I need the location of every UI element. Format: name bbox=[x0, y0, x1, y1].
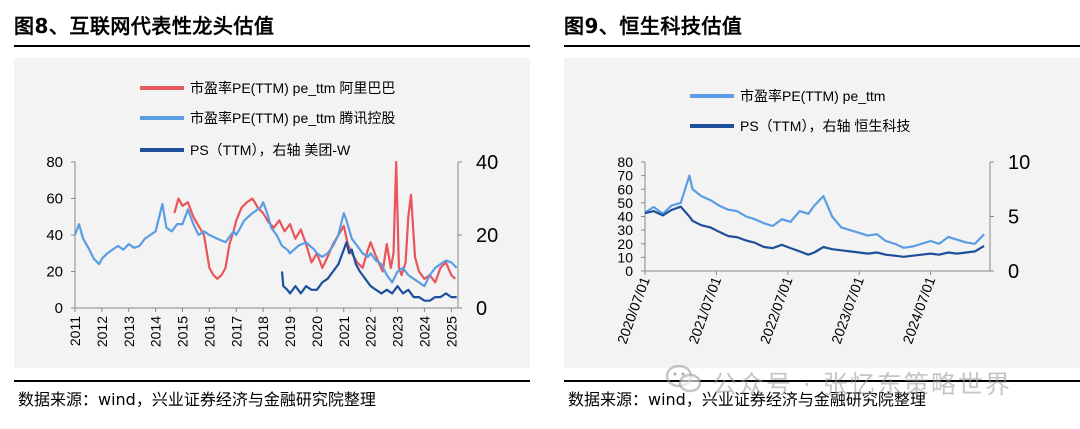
y-left-tick-label: 50 bbox=[617, 195, 633, 211]
y-left-tick-label: 20 bbox=[617, 236, 633, 252]
figure-9-source: 数据来源：wind，兴业证券经济与金融研究院整理 bbox=[568, 390, 926, 409]
x-tick-label: 2024 bbox=[416, 316, 432, 347]
figure-8-title: 图8、互联网代表性龙头估值 bbox=[14, 14, 275, 38]
legend-label: 市盈率PE(TTM) pe_ttm bbox=[740, 88, 885, 104]
x-tick-label: 2019 bbox=[282, 316, 298, 347]
source-rule bbox=[564, 380, 1080, 382]
wechat-icon bbox=[666, 365, 702, 393]
y-left-tick-label: 30 bbox=[617, 222, 633, 238]
source-rule bbox=[14, 380, 530, 382]
legend-label: 市盈率PE(TTM) pe_ttm 腾讯控股 bbox=[190, 110, 395, 126]
x-tick-label: 2011 bbox=[67, 316, 83, 346]
y-right-tick-label: 10 bbox=[1008, 152, 1030, 174]
y-left-tick-label: 80 bbox=[617, 154, 633, 170]
x-tick-label: 2022 bbox=[363, 316, 379, 347]
y-left-tick-label: 0 bbox=[55, 300, 63, 317]
figure-8-source: 数据来源：wind，兴业证券经济与金融研究院整理 bbox=[18, 390, 376, 409]
x-tick-label: 2017 bbox=[228, 316, 244, 347]
x-tick-label: 2020 bbox=[309, 316, 325, 347]
y-right-tick-label: 0 bbox=[1008, 261, 1019, 283]
y-left-tick-label: 70 bbox=[617, 168, 633, 184]
legend-label: PS（TTM），右轴 恒生科技 bbox=[740, 118, 910, 134]
series-line-2 bbox=[644, 205, 985, 258]
y-left-tick-label: 60 bbox=[46, 191, 63, 208]
x-tick-label: 2024/07/01 bbox=[899, 274, 938, 346]
series-line-1 bbox=[644, 174, 985, 249]
y-right-tick-label: 0 bbox=[476, 298, 487, 320]
x-tick-label: 2023 bbox=[390, 316, 406, 347]
figure-8-panel: 图8、互联网代表性龙头估值 数据来源：wind，兴业证券经济与金融研究院整理 bbox=[0, 0, 530, 429]
y-left-tick-label: 80 bbox=[46, 154, 63, 171]
x-tick-label: 2020/07/01 bbox=[614, 274, 653, 346]
y-left-tick-label: 40 bbox=[617, 209, 633, 225]
x-tick-label: 2018 bbox=[255, 316, 271, 347]
y-left-tick-label: 60 bbox=[617, 181, 633, 197]
title-rule bbox=[564, 45, 1080, 47]
series-line-3 bbox=[280, 241, 457, 302]
series-line-1 bbox=[173, 160, 457, 284]
watermark-text: 公众号 · 张忆东策略世界 bbox=[712, 370, 1012, 399]
title-rule bbox=[14, 45, 530, 47]
y-right-tick-label: 40 bbox=[476, 152, 498, 174]
x-tick-label: 2023/07/01 bbox=[828, 274, 867, 346]
y-right-tick-label: 5 bbox=[1008, 207, 1019, 229]
x-tick-label: 2021/07/01 bbox=[685, 274, 724, 346]
x-tick-label: 2015 bbox=[175, 316, 191, 347]
series-line-2 bbox=[73, 201, 458, 288]
x-tick-label: 2014 bbox=[148, 316, 164, 347]
chart-area-background bbox=[14, 58, 530, 368]
x-tick-label: 2021 bbox=[336, 316, 352, 347]
x-tick-label: 2025 bbox=[443, 316, 459, 347]
watermark: 公众号 · 张忆东策略世界 bbox=[666, 361, 1066, 401]
x-tick-label: 2016 bbox=[201, 316, 217, 347]
y-left-tick-label: 40 bbox=[46, 227, 63, 244]
y-left-tick-label: 10 bbox=[617, 249, 633, 265]
y-right-tick-label: 20 bbox=[476, 225, 498, 247]
x-tick-label: 2012 bbox=[94, 316, 110, 347]
x-tick-label: 2022/07/01 bbox=[757, 274, 796, 346]
legend-label: 市盈率PE(TTM) pe_ttm 阿里巴巴 bbox=[190, 80, 395, 96]
x-tick-label: 2013 bbox=[121, 316, 137, 347]
y-left-tick-label: 20 bbox=[46, 264, 63, 281]
figure-9-title: 图9、恒生科技估值 bbox=[564, 14, 743, 38]
y-left-tick-label: 0 bbox=[625, 263, 633, 279]
legend-label: PS（TTM），右轴 美团-W bbox=[190, 142, 351, 158]
